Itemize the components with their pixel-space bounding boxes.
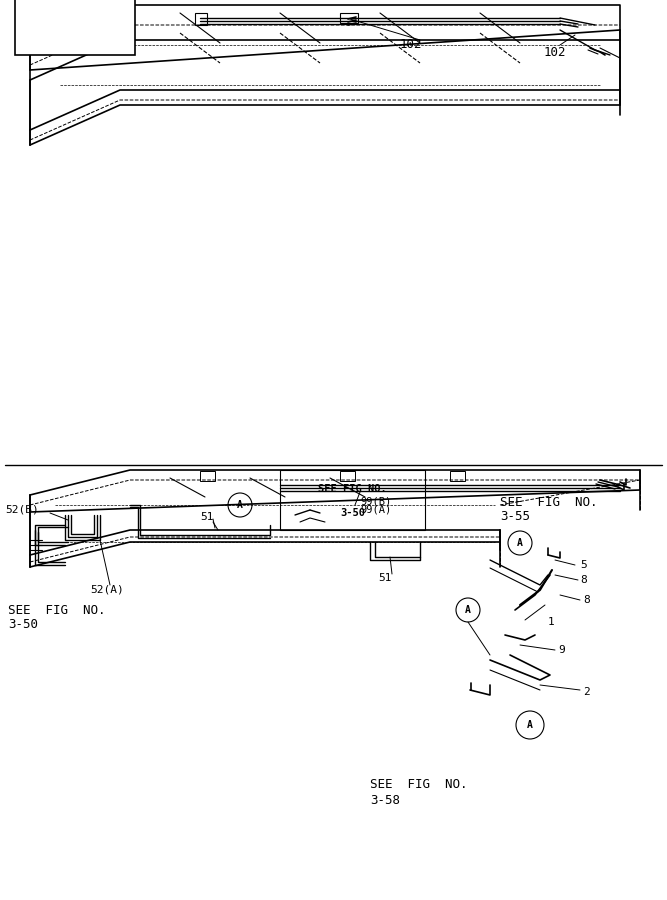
Text: 51: 51	[200, 512, 213, 522]
Text: A: A	[527, 720, 533, 730]
Bar	[280, 470, 425, 530]
Text: 51: 51	[378, 573, 392, 583]
Bar	[340, 13, 358, 23]
Text: 52(A): 52(A)	[90, 585, 124, 595]
Text: SEE  FIG  NO.: SEE FIG NO.	[8, 604, 105, 617]
Text: 52(B): 52(B)	[5, 505, 39, 515]
Text: A: A	[517, 538, 523, 548]
Text: SEE  FIG  NO.: SEE FIG NO.	[500, 496, 598, 508]
Text: 3-50: 3-50	[340, 508, 365, 518]
Text: 8: 8	[580, 575, 587, 585]
Bar	[15, 0, 135, 55]
Text: 3-55: 3-55	[500, 510, 530, 524]
Text: 102: 102	[400, 39, 422, 51]
Bar	[195, 13, 207, 25]
Text: 1: 1	[548, 617, 555, 627]
Text: 9: 9	[558, 645, 565, 655]
Bar	[340, 471, 355, 481]
Text: 2: 2	[583, 687, 590, 697]
Text: 99(A): 99(A)	[360, 504, 392, 514]
Text: SEE FIG NO.: SEE FIG NO.	[318, 484, 387, 494]
Text: 3-50: 3-50	[8, 618, 38, 632]
Bar	[450, 471, 465, 481]
Text: A: A	[237, 500, 243, 510]
Text: SEE  FIG  NO.: SEE FIG NO.	[370, 778, 468, 791]
Text: 5: 5	[580, 560, 587, 570]
Text: 8: 8	[583, 595, 590, 605]
Text: 99(B): 99(B)	[360, 497, 392, 507]
Text: 3-58: 3-58	[370, 794, 400, 806]
Bar	[200, 471, 215, 481]
Text: A: A	[465, 605, 471, 615]
Text: 102: 102	[544, 46, 566, 58]
